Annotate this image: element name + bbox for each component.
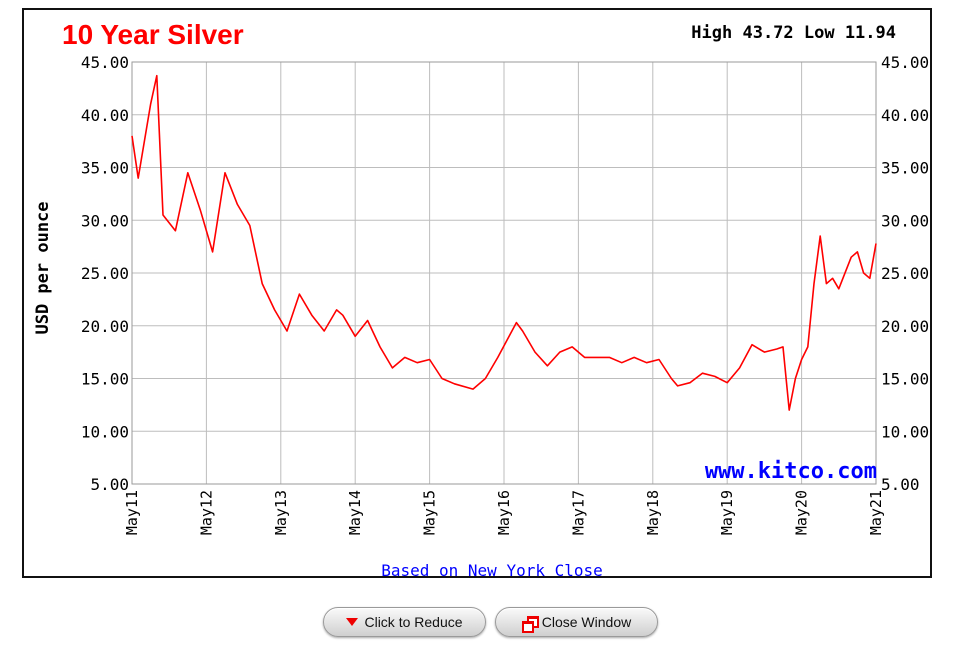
high-low-readout: High 43.72 Low 11.94 [691,23,896,43]
y-tick-label-left: 15.00 [81,370,129,389]
grid-layer [131,61,877,485]
x-tick-label: May18 [644,490,662,535]
x-tick-label: May13 [272,490,290,535]
y-tick-label-right: 30.00 [881,211,929,230]
y-tick-label-left: 30.00 [81,211,129,230]
x-tick-label: May19 [718,490,736,535]
x-tick-label: May11 [123,490,141,535]
chevron-down-icon [346,618,359,626]
y-tick-label-left: 35.00 [81,159,129,178]
y-tick-label-right: 10.00 [881,422,929,441]
y-tick-label-left: 25.00 [81,264,129,283]
y-tick-label-left: 10.00 [81,422,129,441]
y-tick-label-left: 20.00 [81,317,129,336]
x-tick-label: May16 [495,490,513,535]
y-tick-label-right: 5.00 [881,475,920,494]
windows-icon [521,615,539,633]
reduce-button[interactable]: Click to Reduce [323,607,486,637]
series-line-silver [131,74,877,411]
y-tick-label-right: 35.00 [881,159,929,178]
close-window-button-label: Close Window [541,614,632,630]
x-tick-label: May17 [569,490,587,535]
y-axis-label: USD per ounce [33,201,53,334]
x-axis-label: Based on New York Close [381,561,603,576]
y-tick-label-right: 40.00 [881,106,929,125]
y-tick-label-left: 5.00 [90,475,129,494]
x-tick-labels: May11 May12 May13 May14 May15 May16 May17 May18… [123,490,885,535]
close-window-button[interactable]: Close Window [495,607,658,637]
chart-frame: 45.00 45.00 40.00 40.00 35.00 35.00 30.00 30.00… [22,8,932,578]
plot-area-border [131,61,877,485]
x-tick-label: May12 [197,490,215,535]
chart-svg: 45.00 45.00 40.00 40.00 35.00 35.00 30.00 30.00… [33,19,929,576]
x-tick-label: May21 [867,490,885,535]
y-tick-label-right: 20.00 [881,317,929,336]
y-tick-label-right: 45.00 [881,53,929,72]
y-tick-label-left: 45.00 [81,53,129,72]
watermark: www.kitco.com [705,459,877,484]
chart-title: 10 Year Silver [62,19,244,50]
x-tick-label: May14 [346,490,364,535]
x-tick-label: May15 [421,490,439,535]
x-tick-label: May20 [793,490,811,535]
axis-layer [131,61,877,485]
y-tick-label-right: 25.00 [881,264,929,283]
y-tick-label-right: 15.00 [881,370,929,389]
y-tick-labels: 45.00 45.00 40.00 40.00 35.00 35.00 30.00 30.00… [81,53,929,494]
y-tick-label-left: 40.00 [81,106,129,125]
reduce-button-label: Click to Reduce [364,614,463,630]
